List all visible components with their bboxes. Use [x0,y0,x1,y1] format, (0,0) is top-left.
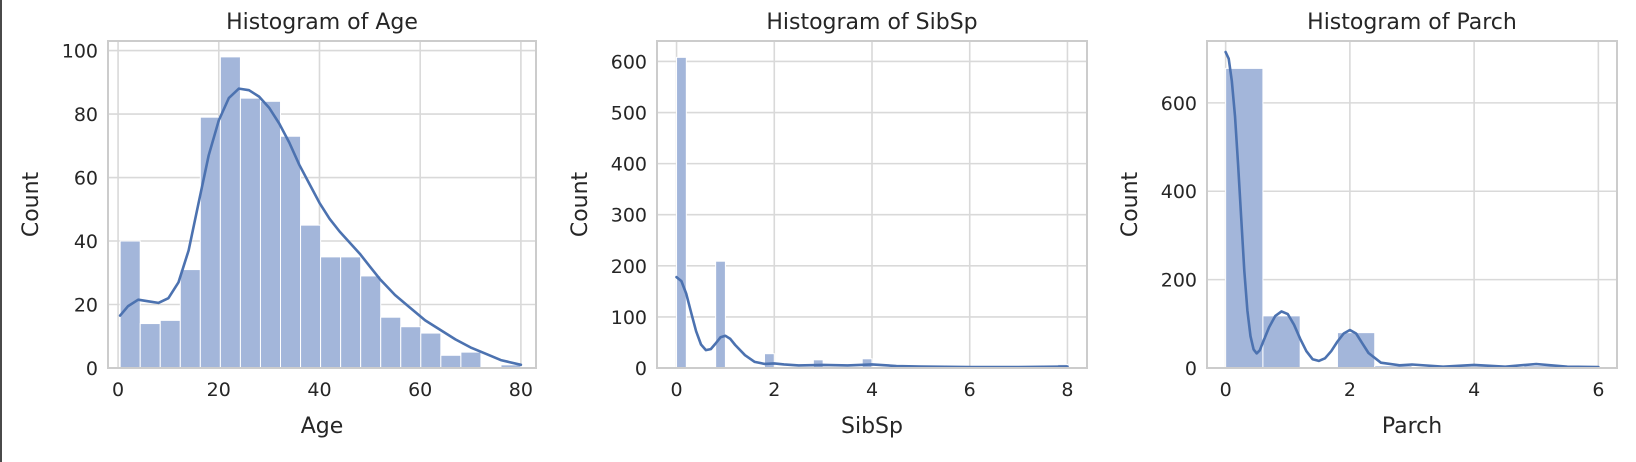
histogram-bar [460,351,482,369]
y-axis-label: Count [19,171,44,237]
histogram-bar [219,56,241,369]
histogram-bar [360,275,382,369]
x-tick-label: 4 [1468,379,1480,401]
y-tick-label: 600 [1161,93,1197,115]
histogram-bar [159,319,181,369]
x-tick-label: 0 [1220,379,1232,401]
x-tick-label: 60 [408,379,432,401]
x-axis-label: SibSp [841,414,903,439]
histogram-bar [300,224,322,369]
histogram-bar [440,354,462,369]
histogram-bar [380,316,402,369]
plot-area [1207,41,1617,368]
kde-curve [675,275,1069,369]
x-tick-label: 4 [866,379,878,401]
histogram-bar [676,56,687,369]
y-tick-label: 500 [611,103,647,125]
y-tick-label: 400 [1161,181,1197,203]
plot-spines [107,40,537,369]
y-axis-label: Count [568,171,593,237]
chart-panel-3: 0 2 4 6 0 200 400 600 Histogram of Parch Parch Cou… [1118,10,1618,439]
y-tick-label: 100 [62,41,98,63]
y-tick-label: 200 [1161,270,1197,292]
chart-panel-2: 0 2 4 6 8 0 100 200 300 400 500 600 Histogram of Sib… [568,10,1088,439]
x-tick-label: 6 [1592,379,1604,401]
y-tick-label: 200 [611,256,647,278]
y-tick-label: 40 [74,231,98,253]
plot-spines [1206,40,1618,369]
histogram-bar [259,100,282,369]
y-tick-label: 400 [611,154,647,176]
y-tick-label: 60 [74,168,98,190]
histogram-bar [1225,67,1264,369]
y-tick-label: 0 [635,358,647,380]
histogram-bar [400,326,422,369]
x-tick-label: 40 [307,379,331,401]
kde-curve [118,87,523,367]
x-tick-label: 0 [670,379,682,401]
y-tick-label: 80 [74,104,98,126]
chart-panel-1: 0 20 40 60 80 0 20 40 60 80 100 Histogram of Age Age… [19,10,537,439]
y-tick-label: 20 [74,295,98,317]
histogram-bar [139,323,161,369]
histogram-bar [715,260,726,369]
histogram-bar [320,256,342,369]
y-tick-label: 0 [86,358,98,380]
y-tick-label: 600 [611,51,647,73]
chart-title: Histogram of SibSp [766,10,977,35]
y-tick-label: 300 [611,205,647,227]
x-tick-label: 2 [1344,379,1356,401]
histogram-bar [280,135,302,369]
histogram-bar [1336,332,1376,369]
y-tick-label: 0 [1185,358,1197,380]
plot-spines [656,40,1088,369]
histogram-bar [199,116,221,369]
histogram-bar [764,353,775,369]
x-tick-label: 80 [509,379,533,401]
chart-title: Histogram of Parch [1307,10,1517,35]
x-axis-label: Parch [1382,414,1442,439]
histogram-bar [239,97,261,369]
chart-title: Histogram of Age [226,10,418,35]
histogram-bar [420,332,442,369]
histogram-bar [340,256,362,369]
x-tick-label: 20 [207,379,231,401]
kde-curve [1224,50,1600,369]
y-axis-label: Count [1118,171,1143,237]
x-axis-label: Age [301,414,344,439]
x-tick-label: 0 [112,379,124,401]
x-tick-label: 6 [964,379,976,401]
y-tick-label: 100 [611,307,647,329]
histogram-bar [179,269,201,369]
x-tick-label: 8 [1061,379,1073,401]
x-tick-label: 2 [768,379,780,401]
